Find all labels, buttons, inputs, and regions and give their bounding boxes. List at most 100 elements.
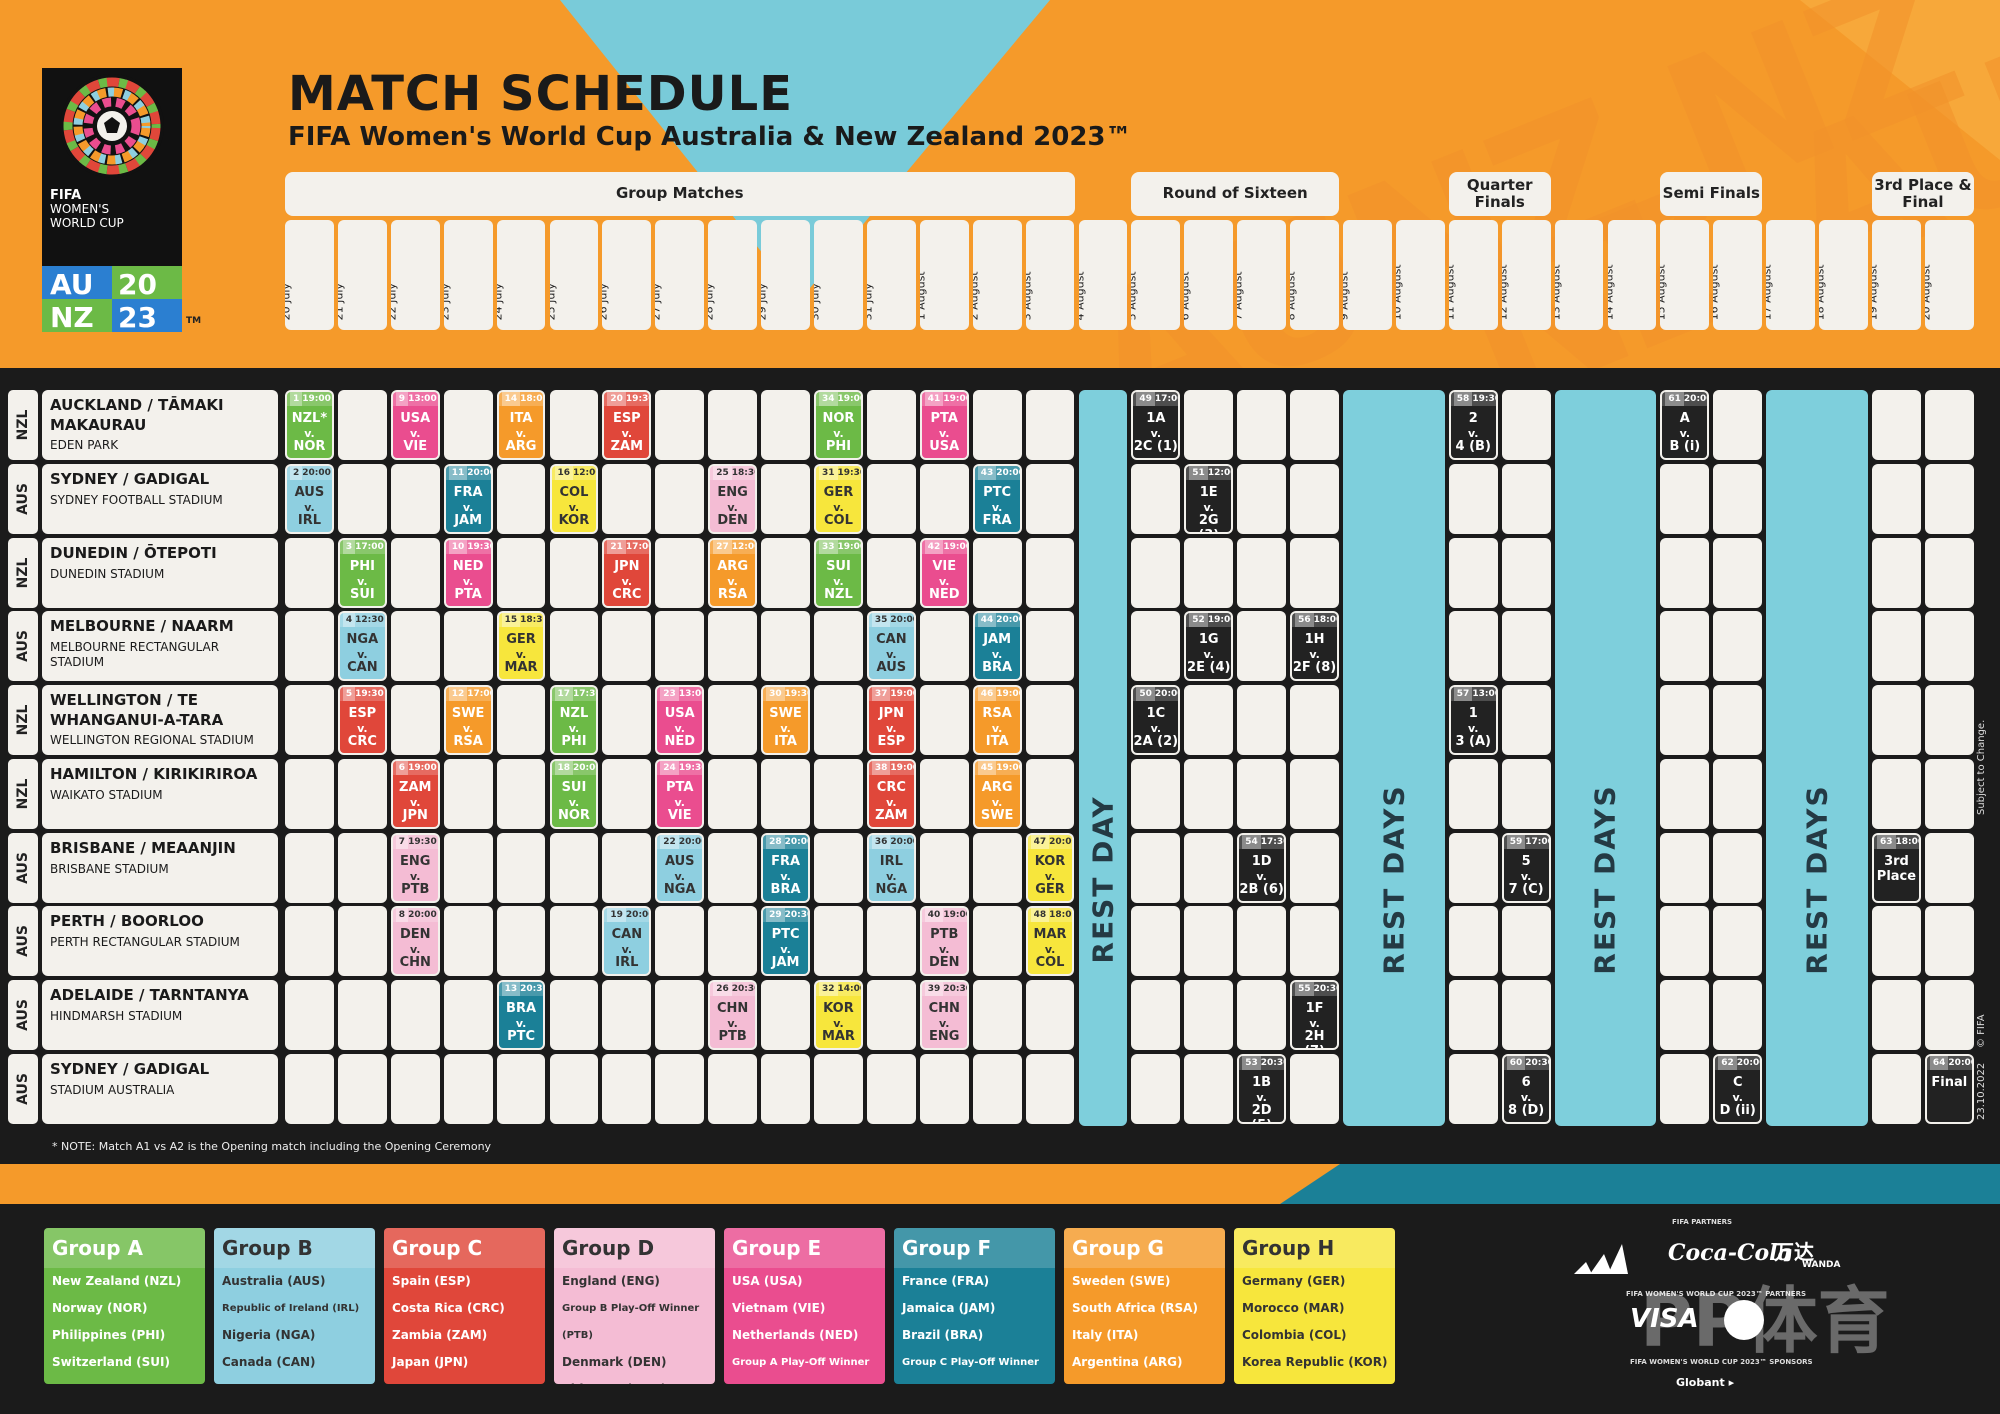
match-number: 20 xyxy=(607,392,626,406)
venue-city: ADELAIDE / TARNTANYA xyxy=(50,986,249,1004)
match-card[interactable]: 1 19:00 NZL* v. NOR xyxy=(287,392,332,458)
team-one: NZL* xyxy=(291,411,328,426)
match-card[interactable]: 9 13:00 USA v. VIE xyxy=(392,392,438,458)
venue-country-code: AUS xyxy=(8,906,38,976)
team-two: 2G (3) xyxy=(1198,512,1219,532)
date-header: SATURDAY22 July xyxy=(390,220,440,330)
versus-label: v. xyxy=(410,795,421,809)
schedule-cell xyxy=(1713,685,1763,755)
venue-country-code: AUS xyxy=(8,833,38,903)
team-one: FRA xyxy=(771,854,801,869)
match-card[interactable]: 6 19:00 ZAM v. JPN xyxy=(392,761,438,827)
date-label: 24 July xyxy=(496,282,505,320)
match-card[interactable]: 8 20:00 DEN v. CHN xyxy=(392,908,438,974)
team-one: VIE xyxy=(932,559,957,574)
schedule-cell xyxy=(1025,611,1075,681)
versus-label: v. xyxy=(568,500,580,514)
venue-country-code: AUS xyxy=(8,611,38,681)
team-two: VIE xyxy=(667,807,692,823)
group-team: Switzerland (SUI) xyxy=(52,1355,170,1369)
match-number: 36 xyxy=(871,835,891,849)
schedule-cell xyxy=(549,980,599,1050)
match-number: 55 xyxy=(1295,982,1314,996)
group-team: Group A Play-Off Winner (PTA) xyxy=(732,1357,870,1368)
schedule-cell xyxy=(285,906,334,976)
match-number: 7 xyxy=(395,835,409,849)
team-two: ZAM xyxy=(610,438,644,454)
date-label: 10 August xyxy=(1395,264,1404,320)
date-header: MONDAY24 July xyxy=(496,220,546,330)
match-card[interactable]: 2 20:00 AUS v. IRL xyxy=(287,466,332,532)
match-card[interactable]: 7 19:30 ENG v. PTB xyxy=(392,835,438,901)
match-card[interactable]: 3 17:00 PHI v. SUI xyxy=(339,540,385,606)
schedule-cell xyxy=(1872,906,1921,976)
team-two: 4 (B) xyxy=(1455,438,1491,454)
match-time: 20:00 xyxy=(467,468,490,478)
team-two: SUI xyxy=(349,586,375,602)
date-header: SUNDAY23 July xyxy=(443,220,493,330)
match-header: 6 19:00 xyxy=(392,761,438,775)
match-card[interactable]: 5 19:30 ESP v. CRC xyxy=(339,687,385,753)
match-card[interactable]: 4 12:30 NGA v. CAN xyxy=(339,613,385,679)
team-two: 7 (C) xyxy=(1508,881,1544,897)
schedule-cell xyxy=(814,1054,863,1124)
